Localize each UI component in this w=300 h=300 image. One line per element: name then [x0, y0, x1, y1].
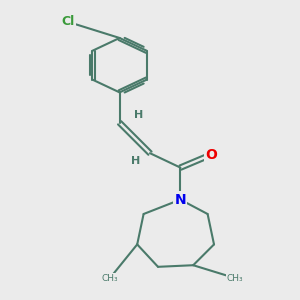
Text: H: H — [134, 110, 143, 120]
Text: O: O — [205, 148, 217, 162]
Text: CH₃: CH₃ — [102, 274, 118, 283]
Text: CH₃: CH₃ — [226, 274, 243, 283]
Text: Cl: Cl — [62, 16, 75, 28]
Text: H: H — [131, 156, 140, 166]
Text: N: N — [175, 193, 186, 207]
